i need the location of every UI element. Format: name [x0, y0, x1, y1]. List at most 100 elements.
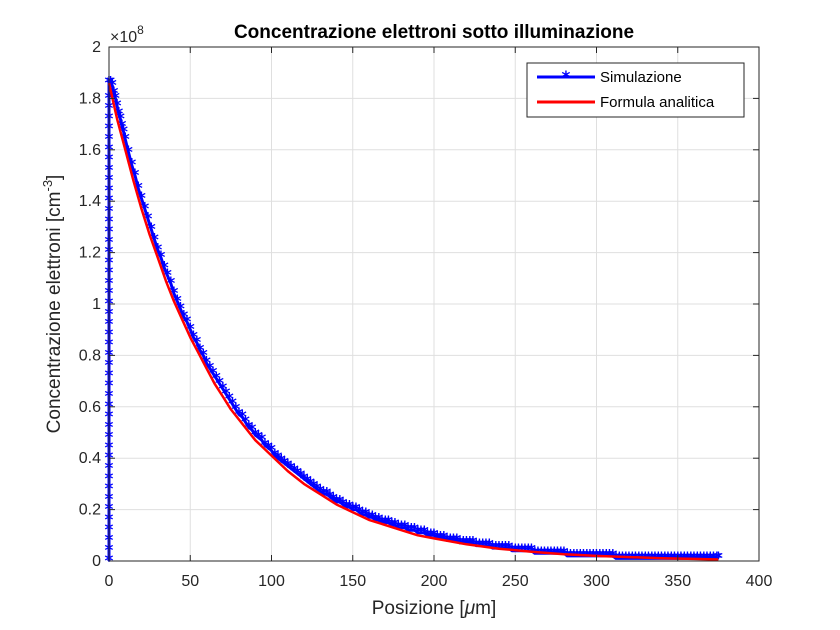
series-simulazione-point: * [196, 341, 205, 361]
series-simulazione-point: * [381, 513, 390, 533]
x-axis-label-main: Posizione [ [372, 598, 466, 619]
series-simulazione-point: * [397, 518, 406, 538]
y-tick-label: 1 [92, 296, 101, 313]
series-simulazione-point: * [573, 546, 582, 566]
series-simulazione-point: * [228, 395, 237, 415]
series-simulazione-point: * [352, 500, 361, 520]
series-simulazione-point: * [209, 364, 218, 384]
series-simulazione-point: * [423, 526, 432, 546]
series-simulazione-point: * [277, 451, 286, 471]
series-simulazione-point: * [625, 549, 634, 569]
legend-simulazione-label: Simulazione [600, 69, 682, 86]
series-simulazione-point: * [300, 469, 309, 489]
y-axis-label: Concentrazione elettroni [cm-3] [40, 175, 65, 434]
series-simulazione-point: * [303, 472, 312, 492]
series-simulazione-point: * [485, 536, 494, 556]
series-simulazione-point: * [280, 454, 289, 474]
series-simulazione-point: * [537, 544, 546, 564]
series-simulazione-point: * [179, 307, 188, 327]
series-simulazione-point: * [119, 122, 128, 142]
series-simulazione-point: * [293, 464, 302, 484]
series-simulazione-point: * [274, 449, 283, 469]
series-simulazione-point: * [163, 266, 172, 286]
series-simulazione-point: * [355, 503, 364, 523]
series-simulazione-point: * [144, 210, 153, 230]
y-tick-label: 0 [92, 553, 101, 570]
series-simulazione-point: * [342, 498, 351, 518]
x-axis-label: Posizione [μm] [372, 598, 496, 619]
series-simulazione-point: * [563, 546, 572, 566]
y-tick-label: 1.4 [79, 193, 101, 210]
series-simulazione-point: * [313, 480, 322, 500]
series-simulazione-point: * [631, 549, 640, 569]
series-simulazione-point: * [251, 426, 260, 446]
series-simulazione-point: * [241, 413, 250, 433]
series-simulazione-point: * [160, 259, 169, 279]
y-exponent-label: ×108 [110, 23, 144, 46]
y-tick-label: 0.6 [79, 399, 101, 416]
series-simulazione-point: * [530, 544, 539, 564]
series-simulazione-point: * [215, 374, 224, 394]
series-simulazione-point: * [371, 510, 380, 530]
series-simulazione-point: * [287, 459, 296, 479]
chart-title: Concentrazione elettroni sotto illuminaz… [234, 22, 634, 43]
series-simulazione-point: * [111, 89, 120, 109]
series-simulazione-point: * [615, 549, 624, 569]
y-axis-label-main: Concentrazione elettroni [cm [44, 192, 65, 434]
series-simulazione-point: * [238, 408, 247, 428]
x-tick-label: 400 [746, 573, 773, 590]
series-simulazione-point: * [225, 390, 234, 410]
series-simulazione-point: * [634, 549, 643, 569]
series-simulazione-point: * [316, 482, 325, 502]
series-simulazione-point: * [404, 521, 413, 541]
y-exponent-base: ×10 [110, 29, 137, 46]
series-simulazione-point: * [439, 528, 448, 548]
series-simulazione-point: * [469, 534, 478, 554]
series-simulazione-point: * [417, 523, 426, 543]
series-simulazione-point: * [413, 523, 422, 543]
series-simulazione-point: * [109, 84, 118, 104]
series-simulazione-point: * [127, 156, 136, 176]
series-simulazione-point: * [137, 189, 146, 209]
y-tick-label: 1.6 [79, 142, 101, 159]
series-simulazione-point: * [218, 379, 227, 399]
series-simulazione-point: * [612, 549, 621, 569]
series-simulazione-point: * [212, 369, 221, 389]
series-simulazione-point: * [235, 405, 244, 425]
legend-box [526, 62, 745, 118]
grid [108, 46, 760, 562]
series-simulazione-point: * [106, 74, 115, 94]
series-simulazione-point: * [329, 490, 338, 510]
x-tick-label: 350 [664, 573, 691, 590]
x-tick-label: 200 [421, 573, 448, 590]
series-simulazione-point: * [638, 549, 647, 569]
series-simulazione-point: * [222, 384, 231, 404]
x-tick-label: 100 [258, 573, 285, 590]
series-simulazione-point: * [244, 418, 253, 438]
y-tick-label: 0.8 [79, 347, 101, 364]
series-simulazione-point: * [267, 441, 276, 461]
series-simulazione-point: * [400, 518, 409, 538]
series-simulazione-point: * [116, 110, 125, 130]
series-simulazione-point: * [176, 300, 185, 320]
y-tick-label: 0.4 [79, 450, 101, 467]
series-simulazione-point: * [283, 456, 292, 476]
series-simulazione-point: * [534, 544, 543, 564]
series-simulazione-point: * [339, 495, 348, 515]
series-simulazione-point: * [430, 526, 439, 546]
series-simulazione-point: * [166, 274, 175, 294]
series-simulazione-point: * [124, 143, 133, 163]
legend-formula-label: Formula analitica [600, 94, 715, 111]
series-simulazione-point: * [205, 359, 214, 379]
series-simulazione-point: * [296, 467, 305, 487]
series-simulazione-point: * [345, 498, 354, 518]
y-axis-label-superscript: -3 [40, 180, 55, 192]
series-simulazione-point: * [368, 508, 377, 528]
series-simulazione-point: * [186, 320, 195, 340]
series-simulazione-point: * [714, 549, 723, 569]
series-simulazione-point: * [391, 516, 400, 536]
y-exponent-power: 8 [137, 23, 144, 37]
series-simulazione-point: * [270, 446, 279, 466]
